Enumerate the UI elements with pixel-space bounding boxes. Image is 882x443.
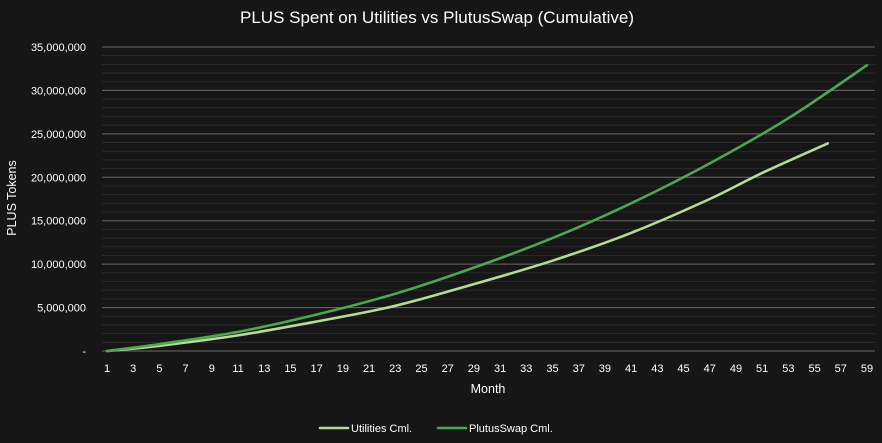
x-tick-label: 43 — [651, 363, 663, 375]
x-tick-label: 51 — [756, 363, 768, 375]
x-tick-label: 53 — [782, 363, 794, 375]
x-tick-label: 49 — [730, 363, 742, 375]
x-tick-label: 19 — [337, 363, 349, 375]
x-tick-label: 59 — [861, 363, 873, 375]
y-tick-label: 25,000,000 — [31, 129, 86, 141]
x-tick-label: 31 — [494, 363, 506, 375]
y-tick-label: 15,000,000 — [31, 216, 86, 228]
x-axis-ticks: 1 3 5 7 9 11 13 15 17 19 21 23 25 27 29 31 33 35 37 39 41 43 4… — [104, 363, 873, 375]
x-tick-label: 47 — [704, 363, 716, 375]
x-tick-label: 11 — [232, 363, 243, 375]
x-tick-label: 23 — [389, 363, 401, 375]
x-tick-label: 17 — [311, 363, 323, 375]
y-tick-label: 5,000,000 — [37, 303, 86, 315]
series-line-plutusswap — [105, 63, 869, 353]
x-tick-label: 5 — [156, 363, 162, 375]
x-tick-label: 45 — [677, 363, 689, 375]
x-tick-label: 35 — [546, 363, 558, 375]
legend-label: Utilities Cml. — [351, 423, 412, 435]
chart-title: PLUS Spent on Utilities vs PlutusSwap (C… — [240, 8, 634, 27]
x-tick-label: 41 — [625, 363, 637, 375]
x-tick-label: 25 — [415, 363, 427, 375]
x-tick-label: 29 — [468, 363, 480, 375]
y-tick-label: 35,000,000 — [31, 42, 86, 54]
gridlines — [102, 46, 875, 352]
x-tick-label: 37 — [573, 363, 585, 375]
y-axis-title: PLUS Tokens — [5, 160, 19, 236]
x-tick-label: 15 — [284, 363, 296, 375]
series-lines — [105, 63, 869, 353]
x-tick-label: 57 — [835, 363, 847, 375]
x-tick-label: 33 — [520, 363, 532, 375]
y-tick-label: 30,000,000 — [31, 85, 86, 97]
y-tick-label: - — [82, 346, 86, 358]
x-tick-label: 1 — [104, 363, 110, 375]
legend-label: PlutusSwap Cml. — [469, 423, 553, 435]
y-axis-ticks: - 5,000,000 10,000,000 15,000,000 20,000,000… — [31, 42, 86, 358]
legend: Utilities Cml. PlutusSwap Cml. — [318, 423, 553, 435]
x-axis-title: Month — [471, 382, 506, 396]
x-tick-label: 9 — [209, 363, 215, 375]
x-tick-label: 27 — [442, 363, 454, 375]
x-tick-label: 55 — [808, 363, 820, 375]
x-tick-label: 21 — [363, 363, 375, 375]
y-tick-label: 10,000,000 — [31, 259, 86, 271]
series-line-utilities — [105, 142, 829, 353]
y-tick-label: 20,000,000 — [31, 172, 86, 184]
x-tick-label: 39 — [599, 363, 611, 375]
x-tick-label: 7 — [183, 363, 189, 375]
x-tick-label: 13 — [258, 363, 270, 375]
x-tick-label: 3 — [130, 363, 136, 375]
